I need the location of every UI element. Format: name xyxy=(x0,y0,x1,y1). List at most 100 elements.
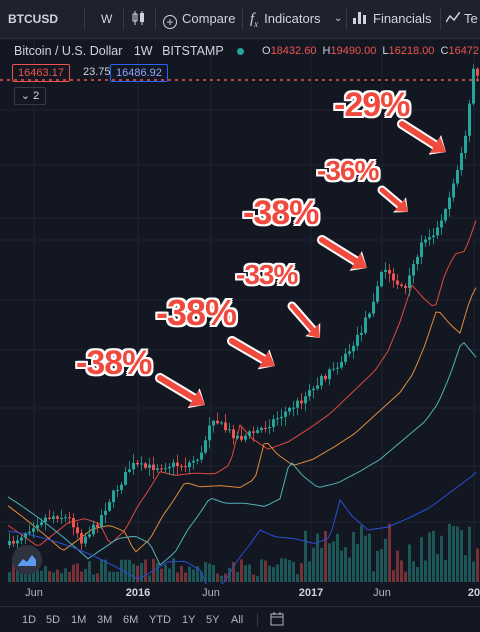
volume-bar xyxy=(252,574,255,582)
candle-body xyxy=(200,452,203,460)
candle-body xyxy=(276,418,279,420)
candle-body xyxy=(196,459,199,461)
sell-price-button[interactable]: 16463.17 xyxy=(12,64,70,82)
candle-body xyxy=(44,517,47,523)
volume-bar xyxy=(352,531,355,582)
volume-bar xyxy=(172,558,175,582)
volume-bar xyxy=(476,548,479,582)
range-6m-button[interactable]: 6M xyxy=(123,614,139,626)
volume-bar xyxy=(288,560,291,582)
candle-body xyxy=(476,68,479,76)
candle-body xyxy=(432,235,435,238)
buy-price-button[interactable]: 16486.92 xyxy=(110,64,168,82)
range-5d-button[interactable]: 5D xyxy=(46,614,61,626)
candle-body xyxy=(288,407,291,412)
high-key: H xyxy=(322,45,331,57)
volume-bar xyxy=(468,526,471,582)
volume-bar xyxy=(220,575,223,582)
candle-body xyxy=(248,431,251,436)
candle-body xyxy=(348,351,351,354)
range-5y-button[interactable]: 5Y xyxy=(206,614,220,626)
range-1m-button[interactable]: 1M xyxy=(71,614,87,626)
candle-body xyxy=(344,353,347,362)
candle-body xyxy=(72,517,75,528)
range-1d-button[interactable]: 1D xyxy=(22,614,37,626)
price-chart[interactable] xyxy=(0,39,480,584)
volume-bar xyxy=(448,523,451,582)
candle-body xyxy=(184,466,187,468)
volume-bar xyxy=(400,560,403,582)
calendar-icon[interactable] xyxy=(270,612,284,629)
volume-bar xyxy=(384,538,387,582)
interval-button[interactable]: W xyxy=(101,12,113,26)
compare-button[interactable]: + Compare xyxy=(163,0,235,38)
volume-bar xyxy=(92,574,95,582)
volume-bar xyxy=(132,563,135,582)
range-1y-button[interactable]: 1Y xyxy=(182,614,196,626)
candle-body xyxy=(400,284,403,286)
candle-body xyxy=(312,388,315,391)
candle-body xyxy=(384,269,387,272)
candle-body xyxy=(208,425,211,441)
volume-bar xyxy=(40,570,43,582)
volume-bar xyxy=(432,530,435,582)
candles-icon[interactable] xyxy=(131,0,147,38)
candle-body xyxy=(64,517,67,519)
volume-bar xyxy=(104,559,107,582)
candle-body xyxy=(372,301,375,314)
range-3m-button[interactable]: 3M xyxy=(97,614,113,626)
volume-bar xyxy=(300,563,303,582)
indicators-icon: fx xyxy=(250,11,259,29)
range-ytd-button[interactable]: YTD xyxy=(149,614,171,626)
volume-bar xyxy=(164,564,167,582)
candle-body xyxy=(456,170,459,184)
volume-bar xyxy=(96,573,99,582)
chevron-down-icon[interactable]: ⌄ xyxy=(334,13,343,24)
indicators-label: Indicators xyxy=(264,11,321,26)
volume-bar xyxy=(456,526,459,582)
volume-bar xyxy=(380,549,383,582)
candle-body xyxy=(8,541,11,545)
volume-bar xyxy=(192,569,195,582)
volume-bar xyxy=(184,572,187,582)
close-value: 16472. xyxy=(448,45,480,57)
ma-line-orange xyxy=(7,287,477,553)
candle-body xyxy=(156,468,159,471)
candle-body xyxy=(468,103,471,136)
drawdown-label-2: -38% xyxy=(156,292,237,333)
volume-bar xyxy=(176,572,179,582)
volume-bar xyxy=(112,571,115,582)
candle-body xyxy=(308,390,311,397)
candle-body xyxy=(92,524,95,535)
candlesticks xyxy=(8,64,479,551)
range-all-button[interactable]: All xyxy=(231,614,244,626)
tradingview-logo-icon[interactable] xyxy=(12,545,42,575)
financials-button[interactable]: Financials xyxy=(353,0,432,38)
candle-body xyxy=(416,256,419,265)
ma-line-red xyxy=(7,220,477,546)
market-status-dot xyxy=(236,48,244,55)
volume-bar xyxy=(332,541,335,582)
volume-bar xyxy=(64,568,67,582)
indicators-button[interactable]: fx Indicators xyxy=(250,0,321,38)
candle-body xyxy=(396,280,399,285)
arrow-icon xyxy=(350,252,367,270)
candle-body xyxy=(68,517,71,519)
arrow-icon xyxy=(188,389,205,407)
truncated-toolbar-tab[interactable]: Te xyxy=(445,0,478,38)
volume-bar xyxy=(260,559,263,582)
indicators-collapse-button[interactable]: ⌄ 2 xyxy=(14,87,46,105)
volume-bar xyxy=(340,550,343,582)
candle-body xyxy=(268,426,271,429)
candle-body xyxy=(60,517,63,519)
candle-body xyxy=(356,334,359,346)
symbol-search-button[interactable]: BTCUSD xyxy=(8,12,58,26)
time-axis[interactable]: Jun 2016 Jun 2017 Jun 20 xyxy=(0,584,480,604)
volume-bar xyxy=(124,559,127,582)
volume-bar xyxy=(356,544,359,582)
volume-bar xyxy=(388,523,391,582)
volume-bar xyxy=(320,547,323,582)
volume-bar xyxy=(452,525,455,582)
candle-body xyxy=(404,285,407,288)
volume-bar xyxy=(128,559,131,582)
